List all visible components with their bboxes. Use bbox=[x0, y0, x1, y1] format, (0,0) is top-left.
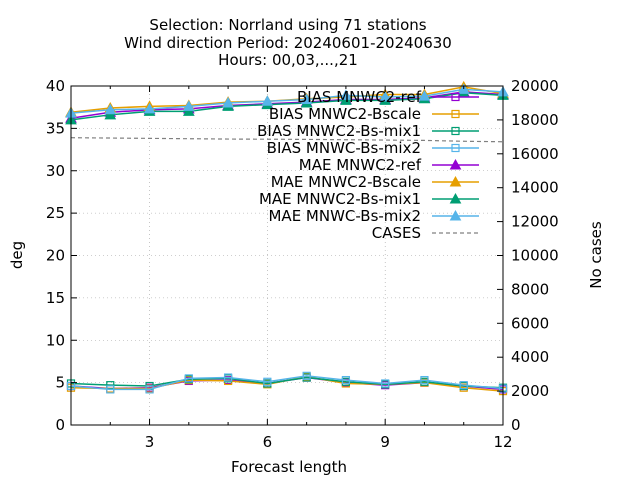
y2-tick-label: 0 bbox=[511, 416, 521, 434]
legend-label: BIAS MNWC-Bs-mix2 bbox=[267, 139, 421, 157]
data-point bbox=[182, 100, 195, 111]
series-line bbox=[70, 91, 504, 119]
data-point bbox=[143, 102, 156, 114]
chart-title: Selection: Norrland using 71 stations Wi… bbox=[124, 16, 452, 69]
data-point bbox=[106, 385, 115, 394]
y2-tick-label: 14000 bbox=[511, 179, 559, 197]
y-tick-label: 25 bbox=[46, 204, 65, 222]
legend-entry: BIAS MNWC2-ref bbox=[297, 88, 479, 106]
x-tick-label: 6 bbox=[263, 433, 273, 451]
title-line-3: Hours: 00,03,...,21 bbox=[218, 51, 358, 69]
data-point bbox=[340, 89, 352, 100]
data-point bbox=[223, 373, 233, 382]
data-point bbox=[302, 371, 311, 380]
series-cases bbox=[70, 137, 504, 143]
y-tick-label: 10 bbox=[46, 331, 65, 349]
legend-label: MAE MNWC-Bs-mix2 bbox=[268, 207, 421, 225]
legend-entry: MAE MNWC2-Bs-mix1 bbox=[259, 190, 479, 208]
x-tick-label: 12 bbox=[493, 433, 512, 451]
x-tick-label: 3 bbox=[145, 433, 155, 451]
series-line bbox=[70, 376, 504, 389]
data-point bbox=[104, 103, 117, 115]
data-point bbox=[104, 108, 117, 120]
data-point bbox=[381, 379, 390, 388]
y-axis-label: deg bbox=[8, 241, 26, 269]
legend-label: MAE MNWC2-ref bbox=[299, 156, 422, 174]
series-line bbox=[70, 137, 504, 143]
legend-entry: CASES bbox=[372, 224, 479, 242]
legend-label: CASES bbox=[372, 224, 421, 242]
series-line bbox=[70, 92, 504, 121]
series-line bbox=[70, 375, 504, 391]
legend-entry: BIAS MNWC-Bs-mix2 bbox=[267, 139, 479, 157]
legend-entry: MAE MNWC2-ref bbox=[299, 156, 479, 174]
y-tick-label: 5 bbox=[55, 374, 65, 392]
y2-tick-label: 10000 bbox=[511, 247, 559, 265]
series-line bbox=[70, 88, 504, 114]
legend-marker bbox=[449, 209, 462, 221]
legend-entry: BIAS MNWC2-Bs-mix1 bbox=[257, 122, 479, 140]
data-point bbox=[182, 105, 195, 116]
legend-entry: BIAS MNWC2-Bscale bbox=[269, 105, 479, 123]
data-point bbox=[418, 90, 431, 101]
y2-axis-label: No cases bbox=[587, 221, 605, 289]
data-point bbox=[459, 381, 468, 390]
y2-tick-label: 12000 bbox=[511, 213, 559, 231]
axes: 3 6 9 1205101520253035400200040006000800010… bbox=[46, 77, 559, 451]
legend-label: BIAS MNWC2-Bs-mix1 bbox=[257, 122, 421, 140]
y2-tick-label: 16000 bbox=[511, 145, 559, 163]
y2-tick-label: 20000 bbox=[511, 77, 559, 95]
legend-label: BIAS MNWC2-ref bbox=[297, 88, 422, 106]
legend-entry: MAE MNWC-Bs-mix2 bbox=[268, 207, 479, 225]
y-tick-label: 30 bbox=[46, 162, 65, 180]
y2-tick-label: 6000 bbox=[511, 314, 549, 332]
legend-label: MAE MNWC2-Bscale bbox=[271, 173, 421, 191]
y2-tick-label: 2000 bbox=[511, 382, 549, 400]
y-tick-label: 20 bbox=[46, 247, 65, 265]
legend-marker bbox=[451, 92, 460, 102]
data-point bbox=[341, 375, 351, 385]
data-point bbox=[340, 94, 352, 105]
data-point bbox=[184, 374, 193, 383]
y-tick-label: 15 bbox=[46, 289, 65, 307]
legend-entry: MAE MNWC2-Bscale bbox=[271, 173, 479, 191]
data-point bbox=[420, 375, 429, 385]
y-tick-label: 35 bbox=[46, 119, 65, 137]
x-tick-label: 9 bbox=[380, 433, 390, 451]
y2-tick-label: 8000 bbox=[511, 280, 549, 298]
legend-marker bbox=[449, 158, 462, 170]
legend-marker bbox=[451, 126, 460, 136]
data-point bbox=[379, 90, 392, 102]
legend-marker bbox=[451, 109, 460, 119]
data-point bbox=[300, 93, 313, 105]
legend-marker bbox=[449, 175, 462, 187]
data-point bbox=[222, 96, 234, 108]
legend-marker bbox=[449, 192, 462, 204]
title-line-2: Wind direction Period: 20240601-20240630 bbox=[124, 34, 452, 52]
y-tick-label: 40 bbox=[46, 77, 65, 95]
y2-tick-label: 4000 bbox=[511, 348, 549, 366]
legend-label: BIAS MNWC2-Bscale bbox=[269, 105, 421, 123]
legend-marker bbox=[451, 143, 460, 153]
data-point bbox=[261, 95, 274, 106]
x-axis-label: Forecast length bbox=[231, 458, 347, 476]
y2-tick-label: 18000 bbox=[511, 111, 559, 129]
data-point bbox=[145, 385, 154, 394]
title-line-1: Selection: Norrland using 71 stations bbox=[149, 16, 426, 34]
data-point bbox=[263, 377, 272, 386]
y-tick-label: 0 bbox=[55, 416, 65, 434]
plot-area bbox=[65, 80, 509, 396]
legend-label: MAE MNWC2-Bs-mix1 bbox=[259, 190, 421, 208]
